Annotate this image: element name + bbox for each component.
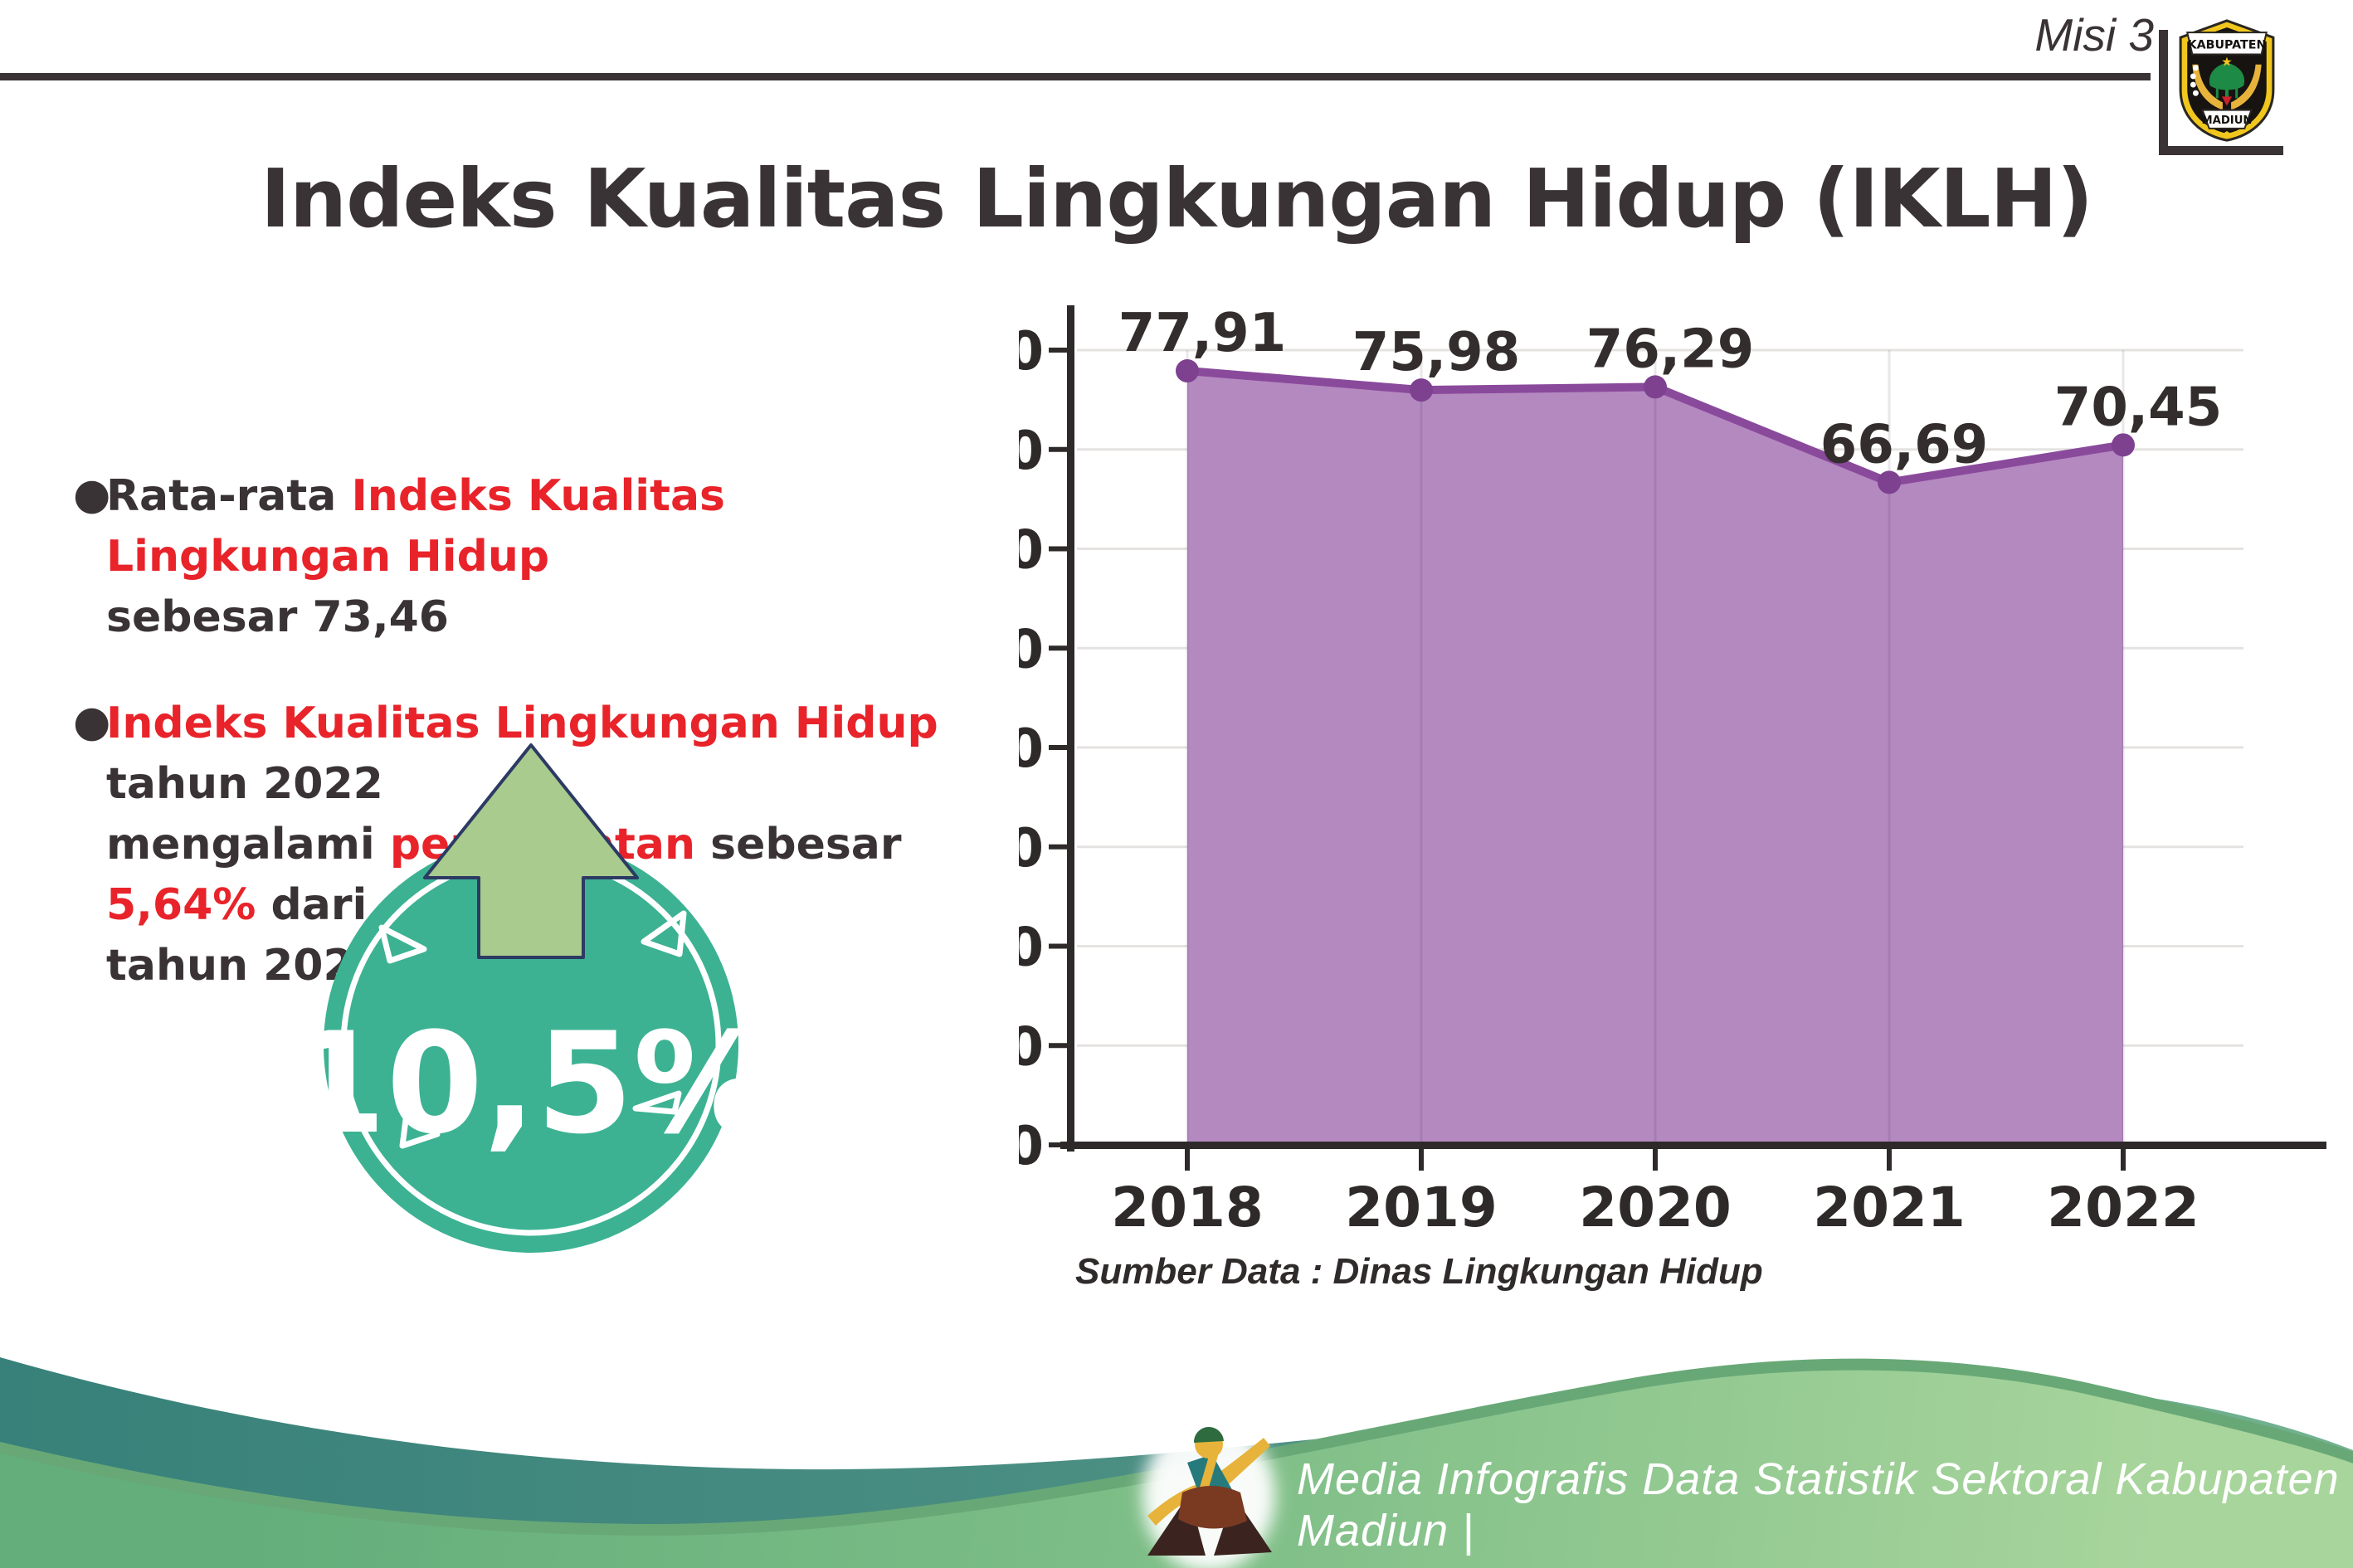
y-tick-label: 70	[1019, 421, 1044, 482]
bullet-text-segment: Indeks Kualitas Lingkungan Hidup	[106, 699, 938, 749]
data-value-label: 66,69	[1820, 414, 1988, 475]
mascot-icon	[1142, 1419, 1275, 1568]
increase-badge: 10,5%	[309, 743, 757, 1253]
x-tick-label: 2020	[1579, 1176, 1732, 1239]
page-title: Indeks Kualitas Lingkungan Hidup (IKLH)	[260, 151, 2093, 246]
logo-frame-horizontal	[2159, 146, 2283, 155]
y-tick-label: 10	[1019, 1016, 1044, 1078]
data-point	[1878, 470, 1901, 494]
x-tick-label: 2019	[1345, 1176, 1498, 1239]
data-point	[1176, 359, 1199, 383]
footer-wave	[0, 1357, 2353, 1568]
y-tick-label: 30	[1019, 818, 1044, 879]
bullet-item: ● Rata-rata Indeks Kualitas Lingkungan Hi…	[73, 466, 973, 647]
bullet-text-segment: tahun 2022 mengalami	[106, 759, 383, 869]
badge-value: 10,5%	[309, 1002, 757, 1165]
y-tick-label: 80	[1019, 321, 1044, 382]
x-tick-label: 2021	[1813, 1176, 1966, 1239]
data-value-label: 77,91	[1118, 303, 1286, 364]
data-value-label: 76,29	[1586, 319, 1754, 380]
data-value-label: 70,45	[2054, 377, 2222, 438]
bullet-item: ● Indeks Kualitas Lingkungan Hidup tahun …	[73, 694, 973, 996]
kabupaten-madiun-logo-icon: KABUPATEN ★ MADIUN	[2179, 19, 2275, 142]
svg-text:★: ★	[2221, 55, 2233, 70]
misi-label: Misi 3	[2034, 9, 2154, 61]
insight-bullets: ● Rata-rata Indeks Kualitas Lingkungan Hi…	[73, 466, 973, 1042]
up-arrow-icon	[423, 743, 639, 959]
bullet-text-segment: sebesar 73,46	[106, 592, 449, 642]
y-tick-label: 60	[1019, 520, 1044, 582]
y-tick-label: 50	[1019, 619, 1044, 680]
badge-circle	[324, 838, 738, 1253]
logo-bottom-text: MADIUN	[2202, 114, 2253, 127]
header-divider	[0, 73, 2151, 80]
iklh-chart: 0 10 20 30 40 50 60 70 80 2018 2019 2020 2021 2022 77,…	[1019, 303, 2326, 1239]
green-wave	[0, 1370, 2353, 1568]
footer-caption: Media Infografis Data Statistik Sektoral…	[1297, 1454, 2340, 1556]
chart-source-note: Sumber Data : Dinas Lingkungan Hidup	[1075, 1251, 1763, 1292]
logo-frame-vertical	[2159, 30, 2168, 154]
y-tick-label: 0	[1019, 1116, 1044, 1177]
bullet-text-segment: Indeks Kualitas Lingkungan Hidup	[106, 471, 741, 582]
x-tick-label: 2018	[1111, 1176, 1264, 1239]
data-point	[1644, 375, 1667, 399]
bullet-dot: ●	[73, 470, 111, 519]
bullet-text-segment: Rata-rata	[106, 471, 352, 521]
bullet-dot: ●	[73, 697, 111, 747]
y-tick-label: 20	[1019, 918, 1044, 979]
x-tick-label: 2022	[2047, 1176, 2200, 1239]
y-tick-label: 40	[1019, 718, 1044, 780]
data-value-label: 75,98	[1352, 322, 1520, 383]
logo-top-text: KABUPATEN	[2188, 38, 2267, 51]
area-fill	[1187, 371, 2123, 1146]
data-point	[2112, 433, 2135, 457]
bullet-text-segment: sebesar	[695, 819, 917, 869]
bullet-text-segment: 5,64%	[106, 879, 256, 930]
data-point	[1410, 378, 1433, 402]
